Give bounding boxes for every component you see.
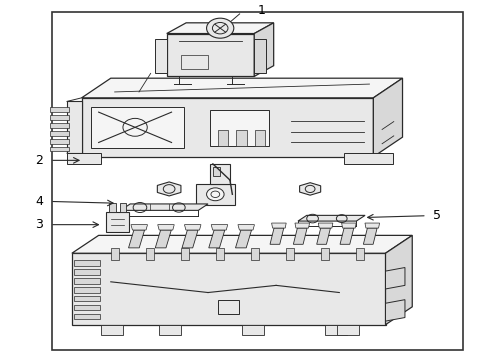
Polygon shape	[254, 23, 273, 76]
Text: 3: 3	[35, 218, 42, 231]
Polygon shape	[344, 153, 392, 164]
Bar	[215, 248, 223, 260]
Bar	[91, 107, 183, 148]
Polygon shape	[211, 225, 227, 230]
Polygon shape	[385, 267, 404, 289]
Bar	[50, 147, 69, 152]
Text: 1: 1	[257, 4, 265, 17]
Polygon shape	[385, 235, 411, 325]
Bar	[74, 278, 100, 284]
Polygon shape	[101, 325, 122, 336]
Polygon shape	[182, 230, 198, 248]
Bar	[210, 111, 268, 146]
Polygon shape	[341, 223, 355, 228]
Polygon shape	[128, 230, 144, 248]
Polygon shape	[242, 325, 264, 336]
Bar	[50, 108, 69, 112]
Circle shape	[206, 18, 233, 38]
Bar	[74, 305, 100, 310]
Polygon shape	[297, 215, 365, 221]
Polygon shape	[271, 223, 285, 228]
Polygon shape	[157, 182, 181, 196]
Text: 2: 2	[35, 154, 42, 167]
Bar	[111, 248, 118, 260]
Polygon shape	[120, 204, 207, 210]
Polygon shape	[81, 98, 372, 157]
Polygon shape	[184, 225, 201, 230]
Polygon shape	[238, 225, 254, 230]
Bar	[181, 248, 188, 260]
Bar	[320, 248, 328, 260]
Polygon shape	[155, 230, 171, 248]
Text: 5: 5	[432, 209, 440, 222]
Bar	[119, 203, 125, 212]
Bar	[217, 130, 228, 146]
Polygon shape	[196, 184, 234, 205]
Circle shape	[206, 188, 224, 201]
Bar	[74, 314, 100, 319]
Bar	[74, 296, 100, 301]
Bar	[50, 131, 69, 136]
Polygon shape	[372, 78, 402, 157]
Polygon shape	[363, 228, 376, 244]
Polygon shape	[158, 225, 174, 230]
Polygon shape	[299, 183, 320, 195]
Bar	[154, 39, 166, 73]
Polygon shape	[364, 223, 379, 228]
Bar	[254, 130, 265, 146]
Polygon shape	[208, 230, 224, 248]
Polygon shape	[235, 230, 251, 248]
Bar	[50, 123, 69, 128]
Bar	[212, 167, 220, 176]
Bar	[109, 203, 116, 212]
Bar	[250, 248, 258, 260]
Bar	[52, 12, 462, 350]
Bar	[236, 130, 246, 146]
Polygon shape	[336, 325, 358, 336]
Bar	[50, 139, 69, 144]
Polygon shape	[131, 225, 147, 230]
Bar	[74, 269, 100, 275]
Bar	[106, 212, 129, 232]
Polygon shape	[293, 228, 306, 244]
Polygon shape	[318, 223, 332, 228]
Polygon shape	[67, 153, 101, 164]
Polygon shape	[159, 325, 181, 336]
Bar	[50, 115, 69, 120]
Polygon shape	[385, 300, 404, 321]
Bar	[181, 55, 207, 69]
Polygon shape	[67, 102, 81, 153]
Polygon shape	[339, 228, 353, 244]
Bar	[145, 248, 153, 260]
Bar	[218, 300, 239, 314]
Bar	[355, 248, 363, 260]
Polygon shape	[72, 235, 411, 253]
Polygon shape	[81, 78, 402, 98]
Bar	[74, 260, 100, 266]
Polygon shape	[72, 253, 385, 325]
Bar	[254, 39, 266, 73]
Polygon shape	[269, 228, 283, 244]
Bar	[285, 248, 293, 260]
Text: 4: 4	[35, 195, 42, 208]
Bar	[74, 287, 100, 293]
Polygon shape	[324, 325, 346, 336]
Polygon shape	[316, 228, 330, 244]
Bar	[210, 164, 229, 184]
Polygon shape	[166, 23, 273, 33]
Polygon shape	[294, 223, 309, 228]
Polygon shape	[166, 33, 254, 76]
